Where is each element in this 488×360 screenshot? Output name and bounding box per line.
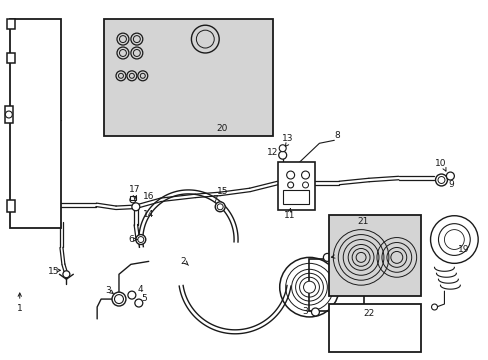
Circle shape — [112, 292, 126, 306]
Circle shape — [117, 33, 129, 45]
Circle shape — [287, 182, 293, 188]
Circle shape — [118, 73, 123, 78]
Circle shape — [278, 151, 286, 159]
Text: 13: 13 — [282, 134, 293, 143]
Text: 5: 5 — [141, 294, 146, 303]
Circle shape — [429, 216, 477, 264]
Circle shape — [5, 111, 12, 118]
Circle shape — [133, 36, 140, 42]
Bar — [130, 196, 136, 200]
Text: 10: 10 — [434, 159, 446, 168]
Circle shape — [303, 281, 315, 293]
Text: 15: 15 — [217, 188, 228, 197]
Circle shape — [63, 271, 70, 278]
Text: 3: 3 — [302, 307, 308, 316]
Text: 3: 3 — [105, 285, 111, 294]
Circle shape — [131, 47, 142, 59]
Text: 19: 19 — [457, 245, 468, 254]
Text: 9: 9 — [447, 180, 453, 189]
Circle shape — [133, 50, 140, 57]
Text: 16: 16 — [142, 192, 154, 201]
Text: 20: 20 — [216, 124, 227, 133]
Circle shape — [138, 71, 147, 81]
Circle shape — [117, 47, 129, 59]
Circle shape — [196, 30, 214, 48]
Bar — [104, 19, 272, 136]
Circle shape — [119, 50, 126, 57]
Circle shape — [351, 248, 369, 266]
Circle shape — [301, 171, 309, 179]
Bar — [7, 200, 15, 212]
Bar — [309, 260, 364, 311]
Circle shape — [302, 182, 308, 188]
Text: 18: 18 — [333, 251, 345, 260]
Circle shape — [191, 25, 219, 53]
Circle shape — [217, 204, 223, 210]
Bar — [10, 19, 61, 228]
Text: 1: 1 — [17, 305, 22, 314]
Bar — [7, 53, 15, 63]
Circle shape — [131, 33, 142, 45]
Circle shape — [132, 203, 140, 211]
Circle shape — [140, 73, 145, 78]
Circle shape — [130, 197, 136, 203]
Bar — [7, 19, 15, 29]
Circle shape — [311, 308, 319, 316]
Text: 4: 4 — [138, 285, 143, 294]
Circle shape — [215, 202, 224, 212]
Text: 21: 21 — [357, 217, 368, 226]
Circle shape — [444, 230, 463, 249]
Text: 22: 22 — [363, 310, 374, 319]
Bar — [282, 190, 308, 204]
Text: 17: 17 — [129, 185, 141, 194]
Circle shape — [355, 252, 366, 262]
Bar — [5, 105, 13, 123]
Bar — [328, 304, 420, 352]
Text: 15: 15 — [48, 267, 59, 276]
Text: 6: 6 — [128, 235, 134, 244]
Text: 8: 8 — [334, 131, 340, 140]
Text: 7: 7 — [212, 195, 218, 204]
Circle shape — [323, 253, 331, 261]
Circle shape — [136, 235, 145, 244]
Circle shape — [446, 172, 453, 180]
Text: 12: 12 — [266, 148, 278, 157]
Circle shape — [135, 299, 142, 307]
Circle shape — [286, 171, 294, 179]
Circle shape — [129, 73, 134, 78]
Circle shape — [138, 237, 143, 243]
Circle shape — [438, 224, 469, 255]
Circle shape — [128, 291, 136, 299]
Circle shape — [435, 174, 447, 186]
Circle shape — [431, 304, 437, 310]
Circle shape — [279, 145, 285, 152]
Circle shape — [114, 294, 123, 303]
Text: 11: 11 — [284, 211, 295, 220]
Bar — [277, 162, 315, 210]
Text: 2: 2 — [180, 257, 186, 266]
Bar — [328, 215, 420, 296]
Text: 14: 14 — [143, 210, 154, 219]
Circle shape — [437, 176, 444, 184]
Circle shape — [116, 71, 126, 81]
Circle shape — [127, 71, 137, 81]
Circle shape — [119, 36, 126, 42]
